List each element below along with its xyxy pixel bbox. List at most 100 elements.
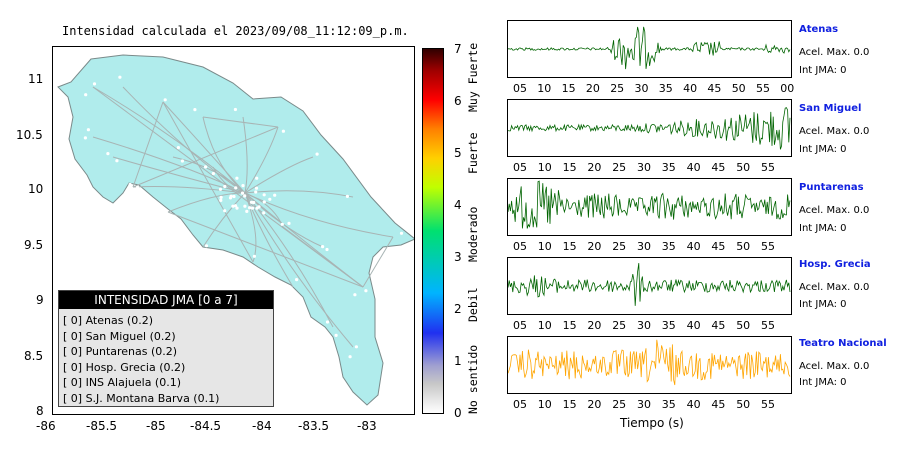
town-dot <box>228 196 233 200</box>
time-tick-label: 10 <box>537 82 552 95</box>
station-jma: Int JMA: 0 <box>799 299 847 310</box>
town-dot <box>325 320 330 324</box>
legend-title: INTENSIDAD JMA [0 a 7] <box>59 291 273 309</box>
town-dot <box>211 171 215 176</box>
town-dot <box>235 206 239 210</box>
town-dot <box>235 176 239 180</box>
colorbar-tick: 5 <box>454 146 462 160</box>
town-dot <box>243 204 247 208</box>
time-tick-label: 45 <box>707 82 722 95</box>
road-line <box>162 101 254 263</box>
town-dot <box>287 221 291 225</box>
colorbar-class-label: No sentido <box>466 344 480 414</box>
town-dot <box>240 191 245 195</box>
time-tick-row: 05 10 15 20 25 30 35 40 45 50 55 <box>507 398 790 412</box>
town-dot <box>223 184 227 189</box>
time-tick-label: 50 <box>736 398 751 411</box>
colorbar-tick: 6 <box>454 94 462 108</box>
road-line <box>202 192 246 248</box>
town-dot <box>325 247 329 252</box>
time-tick-label: 05 <box>513 240 527 253</box>
time-tick-label: 35 <box>661 398 676 411</box>
seismogram-hosp-grecia <box>507 257 792 315</box>
town-dot <box>293 294 297 299</box>
road-line <box>167 192 246 213</box>
costa-rica-landmass <box>57 54 414 406</box>
waveform <box>508 107 791 150</box>
town-dot <box>162 214 166 218</box>
time-tick-label: 15 <box>562 161 577 174</box>
road-line <box>244 192 354 348</box>
town-dot <box>163 98 167 102</box>
town-dot <box>197 251 201 255</box>
time-tick-label: 15 <box>562 319 577 332</box>
time-tick-label: 15 <box>562 398 577 411</box>
time-tick-label: 40 <box>686 319 701 332</box>
legend-item: [ 0] Hosp. Grecia (0.2) <box>63 360 186 374</box>
road-line <box>244 156 314 194</box>
town-dot <box>241 184 245 188</box>
town-dot <box>250 206 255 210</box>
time-tick-label: 05 <box>513 319 527 332</box>
y-tick-label: 10.5 <box>16 128 43 142</box>
road-line <box>132 101 164 188</box>
town-dot <box>252 254 256 258</box>
road-line <box>242 116 248 194</box>
road-line <box>122 86 246 194</box>
x-tick-label: -83 <box>357 419 377 433</box>
time-tick-label: 25 <box>612 319 627 332</box>
map-title: Intensidad calculada el 2023/09/08_11:12… <box>62 24 409 38</box>
station-accel: Acel. Max. 0.0 <box>799 205 870 216</box>
town-dot <box>193 108 197 112</box>
time-tick-label: 50 <box>731 82 746 95</box>
x-tick-label: -83.5 <box>298 419 330 433</box>
time-tick-label: 55 <box>756 82 770 95</box>
time-tick-label: 20 <box>587 240 602 253</box>
colorbar-class-label: Moderado <box>466 206 480 262</box>
x-tick-label: -86 <box>36 419 56 433</box>
town-dot <box>399 231 404 235</box>
intensity-colorbar <box>422 48 444 414</box>
time-tick-label: 10 <box>537 319 552 332</box>
time-tick-label: 30 <box>637 161 651 174</box>
time-tick-label: 45 <box>711 240 726 253</box>
town-dot <box>262 193 266 197</box>
town-dot <box>231 204 235 208</box>
town-dot <box>234 186 238 190</box>
time-tick-row: 05 10 15 20 25 30 35 40 45 50 55 <box>507 319 790 333</box>
town-dot <box>255 176 259 180</box>
station-jma: Int JMA: 0 <box>799 65 847 76</box>
colorbar-tick: 3 <box>454 250 462 264</box>
station-jma: Int JMA: 0 <box>799 223 847 234</box>
time-tick-label: 35 <box>658 82 673 95</box>
waveform-trace <box>508 339 791 386</box>
time-tick-label: 30 <box>637 240 651 253</box>
station-name: San Miguel <box>799 103 862 114</box>
road-line <box>132 185 246 194</box>
town-dot <box>92 82 97 86</box>
road-line <box>167 211 364 288</box>
town-dot <box>233 204 238 208</box>
time-tick-label: 05 <box>513 398 527 411</box>
station-jma: Int JMA: 0 <box>799 144 847 155</box>
town-dot <box>162 210 166 215</box>
town-dot <box>223 209 227 213</box>
time-tick-label: 25 <box>612 398 627 411</box>
road-line <box>92 86 364 288</box>
station-accel: Acel. Max. 0.0 <box>799 361 870 372</box>
town-dot <box>315 152 319 156</box>
time-tick-label: 50 <box>736 161 751 174</box>
x-tick-label: -85 <box>146 419 166 433</box>
time-tick-label: 25 <box>612 161 627 174</box>
town-dot <box>232 194 236 199</box>
town-dot <box>86 128 90 132</box>
town-dot <box>353 293 357 297</box>
time-tick-label: 20 <box>587 398 602 411</box>
town-dot <box>204 244 209 248</box>
road-line <box>244 192 324 248</box>
time-axis-label: Tiempo (s) <box>620 416 684 430</box>
town-dot <box>295 278 299 282</box>
town-dot <box>321 245 325 249</box>
map-canvas <box>57 54 414 406</box>
town-dot <box>354 345 358 349</box>
